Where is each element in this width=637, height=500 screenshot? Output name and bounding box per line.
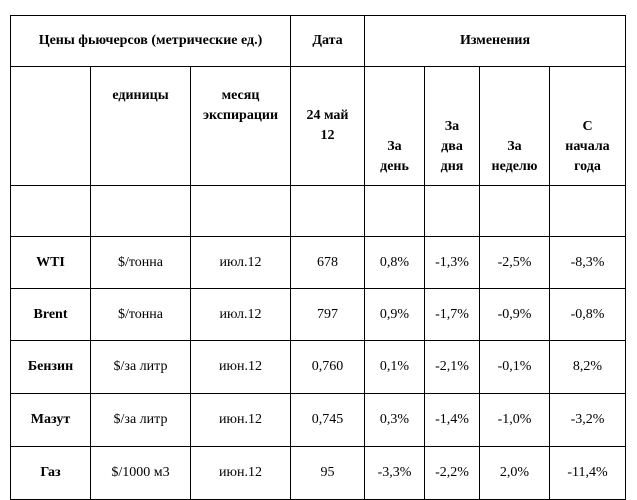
unit-cell: $/тонна <box>90 236 191 289</box>
ytd-change-line2: начала <box>565 139 610 154</box>
ytd-change-line1: С <box>582 119 593 134</box>
price-cell: 0,760 <box>290 340 365 394</box>
spacer-row <box>10 185 626 237</box>
table-row: Brent $/тонна июл.12 797 0,9% -1,7% -0,9… <box>10 288 626 341</box>
two-day-change-cell: -1,4% <box>424 393 480 447</box>
spacer-cell <box>479 185 550 237</box>
spacer-cell <box>90 185 191 237</box>
expiry-cell: июл.12 <box>190 236 291 289</box>
table-row: Мазут $/за литр июн.12 0,745 0,3% -1,4% … <box>10 393 626 447</box>
day-change-cell: 0,8% <box>364 236 425 289</box>
changes-header: Изменения <box>364 15 626 67</box>
spacer-cell <box>10 185 91 237</box>
week-change-cell: 2,0% <box>479 446 550 500</box>
week-change-cell: -2,5% <box>479 236 550 289</box>
subheader-row: единицы месяц экспирации 24 май 12 За де… <box>10 66 626 186</box>
ytd-change-cell: -11,4% <box>549 446 626 500</box>
two-day-change-line3: дня <box>440 159 464 174</box>
commodity-name: WTI <box>10 236 91 289</box>
expiry-cell: июл.12 <box>190 288 291 341</box>
spacer-cell <box>424 185 480 237</box>
date-value-line1: 24 май <box>306 108 349 123</box>
two-day-change-line2: два <box>441 139 463 154</box>
table-row: Бензин $/за литр июн.12 0,760 0,1% -2,1%… <box>10 340 626 394</box>
price-cell: 95 <box>290 446 365 500</box>
ytd-change-header: С начала года <box>549 66 626 186</box>
two-day-change-line1: За <box>444 119 460 134</box>
day-change-cell: 0,3% <box>364 393 425 447</box>
ytd-change-cell: -3,2% <box>549 393 626 447</box>
day-change-cell: 0,9% <box>364 288 425 341</box>
unit-cell: $/за литр <box>90 340 191 394</box>
price-cell: 0,745 <box>290 393 365 447</box>
spacer-cell <box>364 185 425 237</box>
commodity-name: Бензин <box>10 340 91 394</box>
week-change-line2: неделю <box>491 159 538 174</box>
commodity-name: Мазут <box>10 393 91 447</box>
week-change-line1: За <box>507 139 522 154</box>
spacer-cell <box>549 185 626 237</box>
ytd-change-cell: -0,8% <box>549 288 626 341</box>
ytd-change-cell: 8,2% <box>549 340 626 394</box>
day-change-cell: 0,1% <box>364 340 425 394</box>
day-change-line2: день <box>380 159 409 174</box>
empty-subheader-cell <box>10 66 91 186</box>
unit-cell: $/за литр <box>90 393 191 447</box>
price-cell: 678 <box>290 236 365 289</box>
day-change-cell: -3,3% <box>364 446 425 500</box>
table-row: WTI $/тонна июл.12 678 0,8% -1,3% -2,5% … <box>10 236 626 289</box>
two-day-change-cell: -1,7% <box>424 288 480 341</box>
commodity-name: Brent <box>10 288 91 341</box>
two-day-change-cell: -1,3% <box>424 236 480 289</box>
two-day-change-cell: -2,2% <box>424 446 480 500</box>
week-change-header: За неделю <box>479 66 550 186</box>
futures-prices-table: Цены фьючерсов (метрические ед.) Дата Из… <box>10 15 626 500</box>
commodity-name: Газ <box>10 446 91 500</box>
day-change-header: За день <box>364 66 425 186</box>
units-header: единицы <box>90 66 191 186</box>
week-change-cell: -0,9% <box>479 288 550 341</box>
date-value-header: 24 май 12 <box>290 66 365 186</box>
expiry-header: месяц экспирации <box>190 66 291 186</box>
unit-cell: $/1000 м3 <box>90 446 191 500</box>
day-change-line1: За <box>387 139 402 154</box>
two-day-change-cell: -2,1% <box>424 340 480 394</box>
week-change-cell: -1,0% <box>479 393 550 447</box>
ytd-change-line3: года <box>574 159 601 174</box>
expiry-cell: июн.12 <box>190 393 291 447</box>
two-day-change-header: За два дня <box>424 66 480 186</box>
price-cell: 797 <box>290 288 365 341</box>
spacer-cell <box>190 185 291 237</box>
week-change-cell: -0,1% <box>479 340 550 394</box>
date-value-line2: 12 <box>320 128 335 143</box>
expiry-header-line1: месяц <box>221 88 260 103</box>
units-header-label: единицы <box>112 88 169 103</box>
header-row: Цены фьючерсов (метрические ед.) Дата Из… <box>10 15 626 67</box>
expiry-header-line2: экспирации <box>202 108 279 123</box>
expiry-cell: июн.12 <box>190 340 291 394</box>
ytd-change-cell: -8,3% <box>549 236 626 289</box>
table-title: Цены фьючерсов (метрические ед.) <box>10 15 291 67</box>
spacer-cell <box>290 185 365 237</box>
expiry-cell: июн.12 <box>190 446 291 500</box>
unit-cell: $/тонна <box>90 288 191 341</box>
table-row: Газ $/1000 м3 июн.12 95 -3,3% -2,2% 2,0%… <box>10 446 626 500</box>
date-header: Дата <box>290 15 365 67</box>
